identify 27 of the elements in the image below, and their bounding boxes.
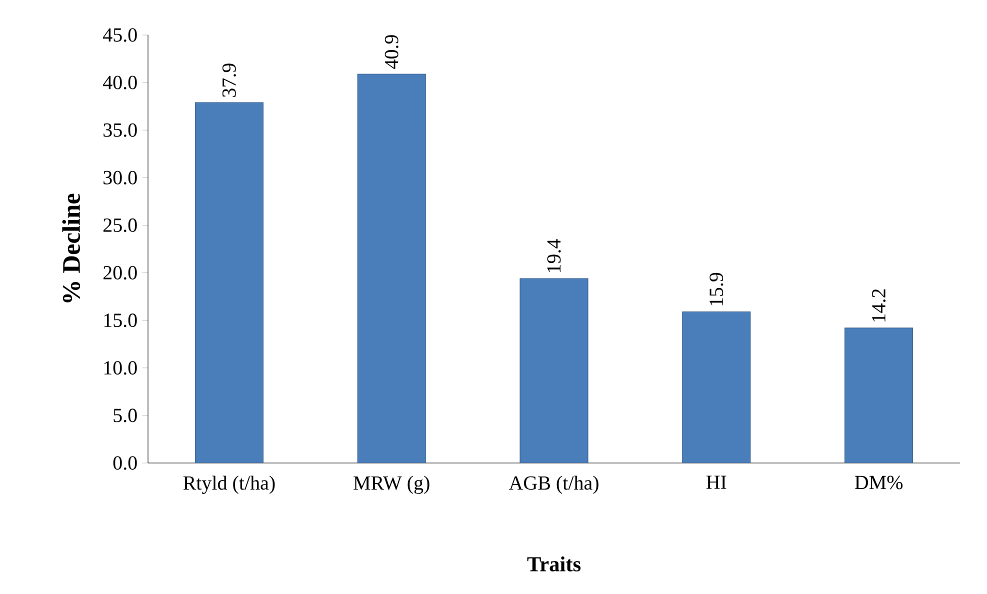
x-tick-label: AGB (t/ha) (508, 476, 598, 494)
bar (520, 278, 588, 463)
data-label: 37.9 (222, 64, 236, 97)
y-tick-label: 0.0 (113, 456, 137, 470)
y-tick-label: 45.0 (103, 28, 137, 42)
y-tick-label: 30.0 (104, 170, 137, 184)
y-tick-label: 25.0 (103, 218, 137, 232)
data-label: 19.4 (547, 239, 561, 272)
y-tick-label: 10.0 (104, 361, 137, 375)
y-tick-label: 5.0 (114, 408, 137, 422)
bar (844, 328, 914, 463)
x-tick-label: MRW (g) (354, 476, 430, 494)
y-tick-label: 20.0 (103, 266, 137, 280)
y-tick-label: 35.0 (104, 123, 137, 137)
x-tick-label: HI (706, 476, 726, 489)
bar (194, 102, 264, 463)
bar (682, 312, 751, 463)
x-axis-title: Traits (527, 556, 581, 572)
y-tick-label: 15.0 (104, 314, 137, 328)
y-axis-title: % Decline (62, 194, 80, 302)
x-tick-label: Rtyld (t/ha) (183, 476, 275, 494)
data-label: 40.9 (384, 35, 398, 69)
x-tick-label: DM% (854, 476, 903, 490)
data-label: 15.9 (710, 272, 724, 306)
y-tick-label: 40.0 (103, 76, 137, 90)
bar (357, 74, 426, 463)
data-label: 14.2 (872, 289, 886, 322)
